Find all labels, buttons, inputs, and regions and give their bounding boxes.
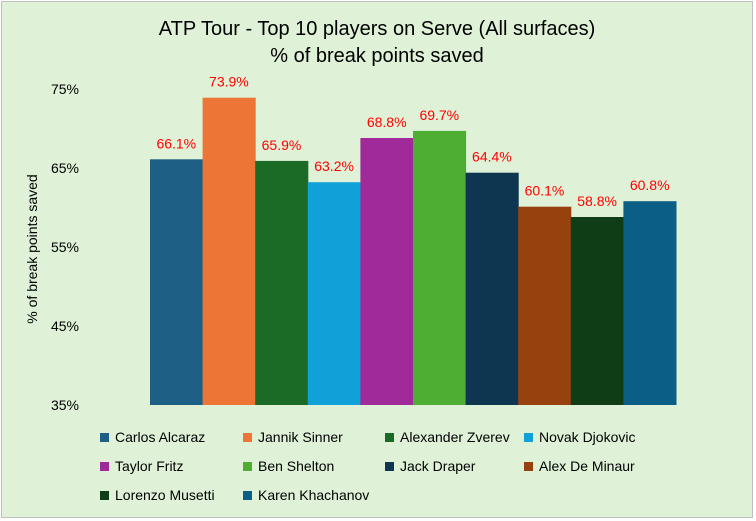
legend-swatch xyxy=(100,433,109,442)
legend-swatch xyxy=(243,462,252,471)
chart-title: ATP Tour - Top 10 players on Serve (All … xyxy=(158,18,596,40)
legend-swatch xyxy=(524,433,533,442)
data-label: 69.7% xyxy=(419,107,459,123)
y-tick-label: 55% xyxy=(51,239,79,255)
bar xyxy=(465,172,519,405)
legend-item: Carlos Alcaraz xyxy=(100,429,205,445)
bar xyxy=(623,201,677,405)
bar xyxy=(518,206,572,405)
legend-item: Karen Khachanov xyxy=(243,487,369,503)
legend-swatch xyxy=(243,491,252,500)
bar xyxy=(413,130,467,405)
data-label: 60.1% xyxy=(525,183,565,199)
data-label: 60.8% xyxy=(630,177,670,193)
legend-label: Taylor Fritz xyxy=(115,458,184,474)
legend-item: Novak Djokovic xyxy=(524,429,635,445)
legend-item: Alexander Zverev xyxy=(385,429,510,445)
bar xyxy=(360,138,414,405)
legend-label: Karen Khachanov xyxy=(258,487,370,503)
legend-item: Ben Shelton xyxy=(243,458,334,474)
bar xyxy=(202,97,256,405)
y-tick-label: 35% xyxy=(51,397,79,413)
bar xyxy=(570,217,624,405)
legend-item: Lorenzo Musetti xyxy=(100,487,215,503)
legend-swatch xyxy=(100,491,109,500)
legend-label: Alex De Minaur xyxy=(539,458,635,474)
data-label: 66.1% xyxy=(156,135,196,151)
legend-swatch xyxy=(100,462,109,471)
data-label: 65.9% xyxy=(262,137,302,153)
data-label: 58.8% xyxy=(577,193,617,209)
data-label: 68.8% xyxy=(367,114,407,130)
legend-label: Jannik Sinner xyxy=(258,429,343,445)
y-tick-label: 65% xyxy=(51,160,79,176)
legend-item: Jannik Sinner xyxy=(243,429,343,445)
legend-swatch xyxy=(385,462,394,471)
bar xyxy=(255,160,309,405)
legend-item: Jack Draper xyxy=(385,458,475,474)
legend-swatch xyxy=(385,433,394,442)
chart-subtitle: % of break points saved xyxy=(270,45,484,67)
legend-label: Jack Draper xyxy=(400,458,476,474)
legend-swatch xyxy=(243,433,252,442)
bar xyxy=(307,182,361,405)
legend-label: Alexander Zverev xyxy=(400,429,510,445)
y-tick-label: 75% xyxy=(51,81,79,97)
legend-label: Carlos Alcaraz xyxy=(115,429,206,445)
legend-item: Taylor Fritz xyxy=(100,458,183,474)
legend-label: Lorenzo Musetti xyxy=(115,487,215,503)
legend-swatch xyxy=(524,462,533,471)
legend-item: Alex De Minaur xyxy=(524,458,635,474)
legend-label: Novak Djokovic xyxy=(539,429,636,445)
data-label: 73.9% xyxy=(209,74,249,90)
data-label: 64.4% xyxy=(472,149,512,165)
bar xyxy=(150,159,204,405)
legend-label: Ben Shelton xyxy=(258,458,335,474)
y-tick-label: 45% xyxy=(51,318,79,334)
data-label: 63.2% xyxy=(314,158,354,174)
